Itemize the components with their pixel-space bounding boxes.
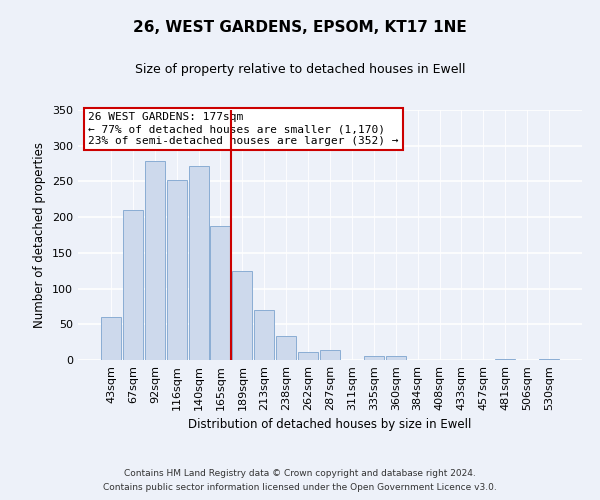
Text: Contains public sector information licensed under the Open Government Licence v3: Contains public sector information licen… (103, 484, 497, 492)
Text: Size of property relative to detached houses in Ewell: Size of property relative to detached ho… (135, 62, 465, 76)
Bar (232, 270, 253, 360)
Bar (364, 356, 384, 360)
Bar (167, 180, 187, 360)
Text: 26 WEST GARDENS: 177sqm
← 77% of detached houses are smaller (1,170)
23% of semi: 26 WEST GARDENS: 177sqm ← 77% of detache… (88, 112, 398, 146)
Bar (276, 336, 296, 360)
Bar (539, 358, 559, 360)
Text: Contains HM Land Registry data © Crown copyright and database right 2024.: Contains HM Land Registry data © Crown c… (124, 468, 476, 477)
Bar (386, 356, 406, 360)
Bar (495, 358, 515, 360)
Bar (123, 210, 143, 360)
Bar (101, 317, 121, 360)
Bar (145, 162, 165, 360)
Bar (320, 350, 340, 360)
Bar (188, 166, 209, 360)
Text: 26, WEST GARDENS, EPSOM, KT17 1NE: 26, WEST GARDENS, EPSOM, KT17 1NE (133, 20, 467, 35)
Bar (298, 352, 318, 360)
Bar (211, 226, 230, 360)
Bar (254, 310, 274, 360)
Y-axis label: Number of detached properties: Number of detached properties (34, 142, 46, 328)
X-axis label: Distribution of detached houses by size in Ewell: Distribution of detached houses by size … (188, 418, 472, 432)
